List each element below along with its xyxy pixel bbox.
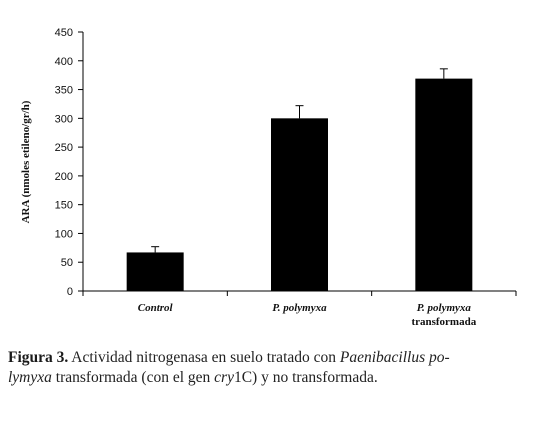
y-tick-label: 350 — [55, 85, 73, 97]
y-tick-label: 200 — [55, 171, 73, 183]
bar — [415, 78, 473, 292]
y-tick-label: 150 — [55, 200, 73, 212]
bar — [126, 252, 184, 291]
bars — [126, 78, 473, 292]
caption-gene-rest: 1C — [233, 369, 253, 386]
category-label: Control — [138, 302, 174, 314]
error-bars — [151, 68, 448, 253]
figure-caption: Figura 3. Actividad nitrogenasa en suelo… — [8, 348, 538, 388]
y-tick-label: 450 — [55, 27, 73, 39]
category-labels: Control P. polymyxa P. polymyxa transformad… — [138, 302, 477, 328]
caption-gene-italic: cry — [214, 369, 234, 386]
category-label-line2: transformada — [411, 316, 476, 328]
caption-text-2: transformada (con el gen — [51, 369, 215, 386]
y-tick-label: 100 — [55, 228, 73, 240]
y-tick-label: 400 — [55, 56, 73, 68]
y-tick-label: 300 — [55, 113, 73, 125]
caption-species-1: Paenibacillus po- — [339, 349, 450, 366]
category-label: P. polymyxa — [417, 302, 472, 314]
y-tick-label: 250 — [55, 142, 73, 154]
y-tick-label: 0 — [67, 286, 73, 298]
bar-chart: ARA (nmoles etileno/gr/h) 0 50 100 150 200 25… — [20, 27, 517, 328]
category-label: P. polymyxa — [272, 302, 327, 314]
caption-species-2: lymyxa — [8, 369, 52, 386]
y-tick-label: 50 — [61, 257, 73, 269]
caption-text-3: ) y no transformada. — [252, 369, 378, 386]
y-axis: 0 50 100 150 200 250 300 350 400 450 — [55, 27, 84, 298]
figure-label: Figura 3. — [8, 349, 69, 366]
caption-text-1: Actividad nitrogenasa en suelo tratado c… — [68, 349, 340, 366]
y-axis-label: ARA (nmoles etileno/gr/h) — [20, 100, 32, 223]
x-axis — [82, 290, 517, 296]
bar — [271, 118, 328, 291]
